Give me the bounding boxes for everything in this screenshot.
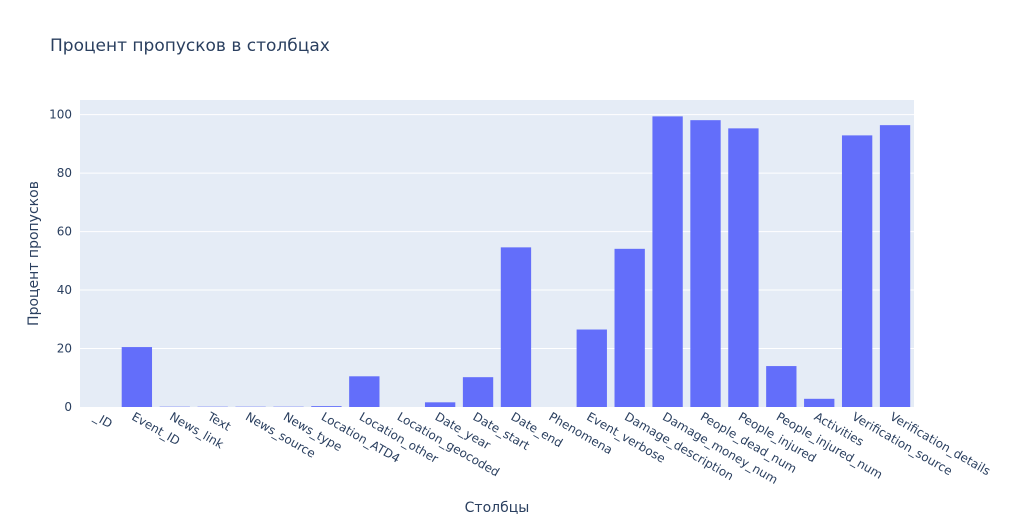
bar[interactable] <box>121 347 153 407</box>
bar[interactable] <box>766 366 797 407</box>
chart-title: Процент пропусков в столбцах <box>50 36 330 56</box>
y-tick-label: 0 <box>64 400 72 414</box>
y-axis-ticks: 0 20 40 60 80 100 <box>49 108 72 414</box>
bar[interactable] <box>614 248 645 407</box>
bar[interactable] <box>690 120 721 407</box>
bar[interactable] <box>500 247 532 407</box>
y-gridlines <box>80 114 914 350</box>
y-tick-label: 100 <box>49 108 72 122</box>
y-tick-label: 40 <box>57 283 72 297</box>
bar[interactable] <box>728 128 759 407</box>
bar[interactable] <box>879 125 911 407</box>
y-axis-title: Процент пропусков <box>26 181 42 326</box>
plot-area <box>80 100 914 407</box>
bars <box>121 116 911 407</box>
x-tick-label: _ID <box>91 409 115 431</box>
bar[interactable] <box>424 402 456 407</box>
y-tick-label: 20 <box>57 342 72 356</box>
bar[interactable] <box>841 135 873 407</box>
x-axis-title: Столбцы <box>465 500 530 516</box>
bar[interactable] <box>576 329 607 407</box>
bar[interactable] <box>804 398 835 407</box>
y-tick-label: 80 <box>57 166 72 180</box>
bar[interactable] <box>311 406 342 407</box>
bar[interactable] <box>349 376 380 407</box>
bar[interactable] <box>652 116 683 407</box>
bar[interactable] <box>462 377 494 407</box>
y-tick-label: 60 <box>57 225 72 239</box>
